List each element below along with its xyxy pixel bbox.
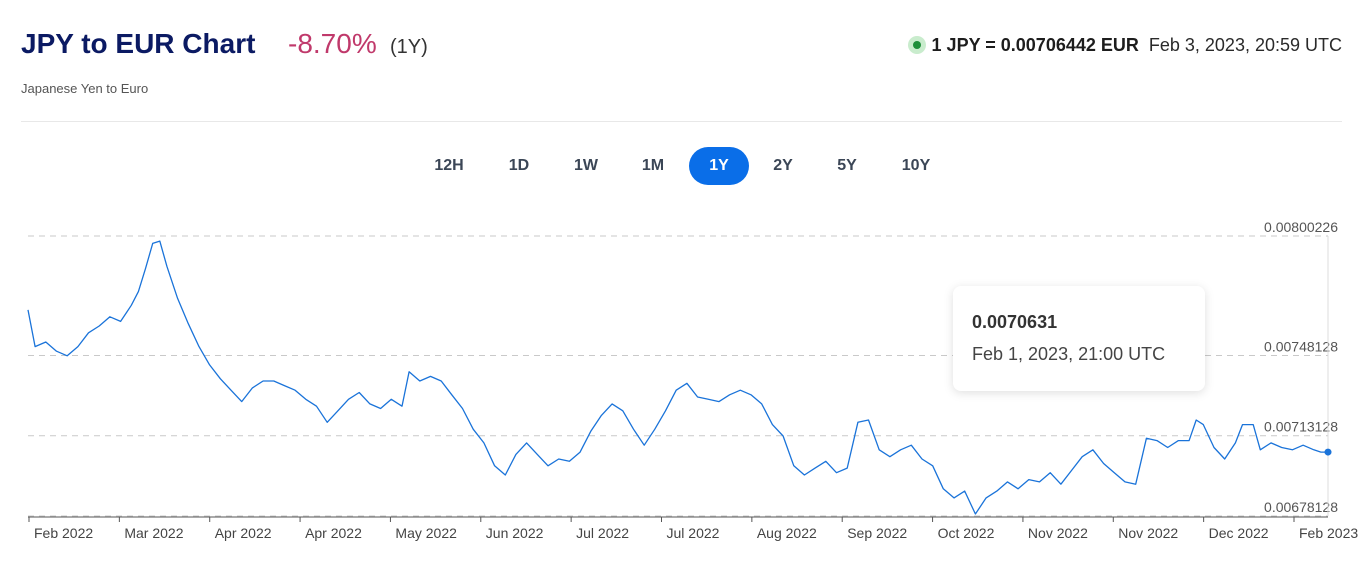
range-selector: 12H 1D 1W 1M 1Y 2Y 5Y 10Y [0,147,1372,187]
y-axis-labels: 0.00800226 0.00748128 0.00713128 0.00678128 [1264,219,1338,515]
series-line [27,240,1328,515]
x-tick-label: Mar 2022 [124,525,183,541]
x-tick-label: Nov 2022 [1118,525,1178,541]
chart-header: JPY to EUR Chart -8.70% (1Y) Japanese Ye… [21,22,1342,96]
x-tick-label: Oct 2022 [938,525,995,541]
x-tick-label: Sep 2022 [847,525,907,541]
tooltip-value: 0.0070631 [972,312,1058,332]
live-status-icon [907,36,926,54]
line-chart[interactable]: 0.00800226 0.00748128 0.00713128 0.00678128… [0,200,1372,567]
x-tick-label: Jul 2022 [576,525,629,541]
page-subtitle: Japanese Yen to Euro [21,81,149,96]
x-tick-label: Feb 2022 [34,525,93,541]
live-rate: 1 JPY = 0.00706442 EUR Feb 3, 2023, 20:5… [907,33,1342,57]
current-point-marker [1324,448,1332,456]
x-tick-label: Nov 2022 [1028,525,1088,541]
tooltip-date: Feb 1, 2023, 21:00 UTC [972,344,1166,364]
range-1y-button[interactable]: 1Y [689,147,749,185]
y-tick-label: 0.00678128 [1264,499,1338,515]
y-tick-label: 0.00800226 [1264,219,1338,235]
y-tick-label: 0.00713128 [1264,419,1338,435]
range-2y-button[interactable]: 2Y [753,147,813,185]
y-tick-label: 0.00748128 [1264,338,1338,354]
x-tick-label: Apr 2022 [215,525,272,541]
x-tick-label: Jul 2022 [667,525,720,541]
range-1m-button[interactable]: 1M [623,147,683,185]
header-divider [21,121,1342,122]
rate-value: 1 JPY = 0.00706442 EUR [931,34,1139,55]
range-12h-button[interactable]: 12H [419,147,479,185]
page-title: JPY to EUR Chart [21,28,256,59]
x-tick-label: Feb 2023 [1299,525,1358,541]
x-axis-labels: Feb 2022 Mar 2022 Apr 2022 Apr 2022 May 2022… [28,517,1358,541]
change-period: (1Y) [390,36,428,58]
range-1d-button[interactable]: 1D [489,147,549,185]
range-5y-button[interactable]: 5Y [817,147,877,185]
x-tick-label: Apr 2022 [305,525,362,541]
range-1w-button[interactable]: 1W [556,147,616,185]
rate-timestamp: Feb 3, 2023, 20:59 UTC [1148,34,1342,55]
change-percent: -8.70% [288,28,377,59]
x-tick-label: Jun 2022 [486,525,544,541]
x-tick-label: Dec 2022 [1209,525,1269,541]
range-10y-button[interactable]: 10Y [886,147,946,185]
x-tick-label: Aug 2022 [757,525,817,541]
chart-tooltip: 0.0070631 Feb 1, 2023, 21:00 UTC [953,286,1205,391]
x-tick-label: May 2022 [395,525,457,541]
